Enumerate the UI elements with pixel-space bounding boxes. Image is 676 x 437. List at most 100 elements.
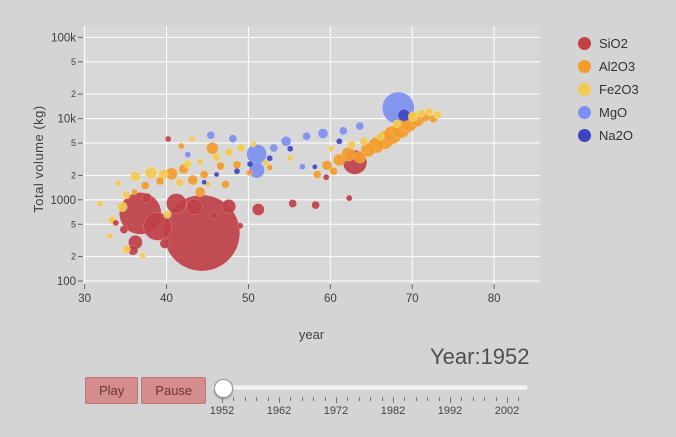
bubble-Al2O3 <box>266 164 273 171</box>
bubble-Fe2O3 <box>196 158 204 165</box>
legend-label: Fe2O3 <box>599 82 639 97</box>
bubble-Al2O3 <box>333 153 346 167</box>
slider-tick-label[interactable]: 1952 <box>209 405 235 417</box>
year-slider[interactable] <box>212 379 528 398</box>
bubble-SiO2 <box>288 199 297 208</box>
slider-tick <box>472 397 474 401</box>
slider-tick <box>313 397 315 401</box>
bubble-Na2O <box>233 167 241 175</box>
current-year-label: Year:1952 <box>430 344 530 369</box>
bubble-SiO2 <box>143 212 172 241</box>
bubble-Na2O <box>201 179 207 185</box>
plot-background[interactable] <box>83 26 540 284</box>
legend-swatch-icon <box>578 37 591 50</box>
slider-tick <box>518 397 520 401</box>
bubble-Al2O3 <box>187 174 198 186</box>
bubble-Fe2O3 <box>144 166 158 180</box>
legend-label: Na2O <box>599 128 633 143</box>
bubble-Fe2O3 <box>250 140 257 148</box>
slider-tick-label[interactable]: 1972 <box>323 405 349 417</box>
bubble-Fe2O3 <box>139 252 147 259</box>
y-tick-label: 5 <box>71 138 76 148</box>
x-tick-label: 30 <box>78 293 91 305</box>
bubble-SiO2 <box>209 211 219 220</box>
pause-button[interactable]: Pause <box>141 377 207 404</box>
slider-tick <box>347 397 349 401</box>
bubble-SiO2 <box>221 199 237 214</box>
slider-tick <box>279 397 280 403</box>
slider-tick <box>301 397 303 401</box>
slider-tick-label[interactable]: 1982 <box>380 405 406 417</box>
bubble-Al2O3 <box>199 170 209 179</box>
bubble-Fe2O3 <box>212 152 221 162</box>
slider-ticks: 1952 1962 1972 1982 1992 2002 <box>209 397 536 427</box>
play-button[interactable]: Play <box>85 377 139 404</box>
bubble-Fe2O3 <box>122 245 131 254</box>
slider-tick <box>507 397 508 403</box>
bubble-SiO2 <box>345 194 353 202</box>
bubble-Fe2O3 <box>327 145 335 153</box>
legend-item-Al2O3[interactable]: Al2O3 <box>578 59 639 74</box>
x-tick-label: 70 <box>406 293 419 305</box>
bubble-Na2O <box>336 138 343 145</box>
slider-tick <box>438 397 440 401</box>
slider-tick <box>495 397 497 401</box>
legend-item-Na2O[interactable]: Na2O <box>578 128 639 143</box>
slider-tick <box>290 397 292 401</box>
x-tick-label: 80 <box>488 293 501 305</box>
slider-tick-label[interactable]: 1992 <box>437 405 463 417</box>
slider-tick <box>256 397 258 401</box>
y-tick-label: 100 <box>57 276 76 288</box>
legend-item-Fe2O3[interactable]: Fe2O3 <box>578 82 639 97</box>
bubble-Al2O3 <box>194 186 206 198</box>
bubble-SiO2 <box>166 193 187 214</box>
legend-swatch-icon <box>578 106 591 119</box>
slider-tick <box>336 397 337 403</box>
slider-tick-label[interactable]: 2002 <box>494 405 520 417</box>
bubble-Na2O <box>266 154 273 162</box>
legend-item-MgO[interactable]: MgO <box>578 105 639 120</box>
bubble-SiO2 <box>159 238 171 249</box>
bubble-MgO <box>339 126 348 136</box>
slider-tick <box>450 397 451 403</box>
bubble-Al2O3 <box>312 170 322 179</box>
slider-tick-label[interactable]: 1962 <box>266 405 292 417</box>
bubble-MgO <box>269 143 279 153</box>
bubble-MgO <box>317 128 329 139</box>
bubble-Fe2O3 <box>96 200 104 207</box>
plot-area[interactable]: 30 40 50 60 70 80 100 2 5 1000 2 5 10k 2 5 100k <box>0 0 560 320</box>
slider-tick <box>381 397 383 401</box>
legend-item-SiO2[interactable]: SiO2 <box>578 36 639 51</box>
bubble-Fe2O3 <box>224 148 234 157</box>
slider-track[interactable] <box>212 385 528 390</box>
bubble-Al2O3 <box>155 176 165 186</box>
slider-tick <box>370 397 372 401</box>
legend-label: SiO2 <box>599 36 628 51</box>
slider-tick <box>267 397 269 401</box>
bubble-MgO <box>302 132 311 141</box>
slider-handle[interactable] <box>214 379 233 398</box>
bubble-Al2O3 <box>178 142 185 150</box>
bubble-Fe2O3 <box>188 135 196 143</box>
legend: SiO2 Al2O3 Fe2O3 MgO Na2O <box>578 36 639 143</box>
slider-tick <box>233 397 235 401</box>
x-axis-title: year <box>298 327 325 342</box>
bubble-SiO2 <box>119 225 129 234</box>
slider-tick <box>427 397 429 401</box>
y-tick-label: 5 <box>71 57 76 67</box>
bubble-Fe2O3 <box>122 190 131 200</box>
bubble-Al2O3 <box>206 142 219 155</box>
legend-label: Al2O3 <box>599 59 636 74</box>
y-tick-label: 2 <box>71 252 76 262</box>
slider-tick <box>484 397 486 401</box>
bubble-MgO <box>355 121 365 131</box>
bubble-Fe2O3 <box>262 159 269 167</box>
slider-tick <box>461 397 463 401</box>
bubble-MgO <box>280 136 292 147</box>
bubble-Al2O3 <box>221 180 230 189</box>
bubble-Fe2O3 <box>416 109 426 118</box>
bubble-Na2O <box>286 145 294 153</box>
y-tick-label: 100k <box>51 32 76 44</box>
bubble-Al2O3 <box>329 166 338 176</box>
x-tick-label: 60 <box>324 293 337 305</box>
